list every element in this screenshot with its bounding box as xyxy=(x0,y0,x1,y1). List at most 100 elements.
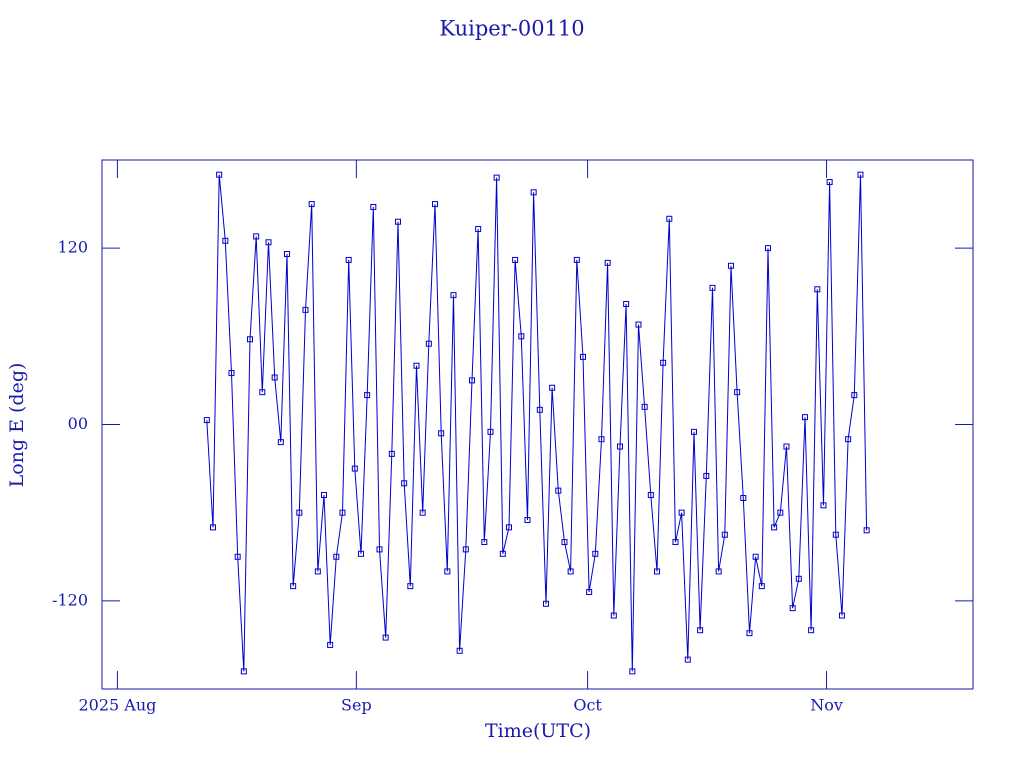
data-point xyxy=(845,436,852,443)
data-point xyxy=(820,502,827,509)
data-point xyxy=(789,605,796,612)
data-point xyxy=(265,239,272,246)
data-point xyxy=(567,568,574,575)
y-tick-label: -120 xyxy=(52,590,88,609)
data-point xyxy=(734,389,741,396)
data-point xyxy=(339,509,346,516)
data-point xyxy=(690,428,697,435)
data-point xyxy=(222,237,229,244)
data-point xyxy=(468,377,475,384)
data-point xyxy=(518,333,525,340)
x-tick-label: Sep xyxy=(341,696,372,715)
data-point xyxy=(653,568,660,575)
data-point xyxy=(271,374,278,381)
data-point xyxy=(419,509,426,516)
data-point xyxy=(629,668,636,675)
data-point xyxy=(697,627,704,634)
data-point xyxy=(672,539,679,546)
data-point xyxy=(666,215,673,222)
data-point xyxy=(302,306,309,313)
data-point xyxy=(604,259,611,266)
data-point xyxy=(610,612,617,619)
data-point xyxy=(512,256,519,263)
data-point xyxy=(246,336,253,343)
data-point xyxy=(647,492,654,499)
data-point xyxy=(203,417,210,424)
data-point xyxy=(444,568,451,575)
data-point xyxy=(431,201,438,208)
data-line xyxy=(206,174,868,672)
data-point xyxy=(703,472,710,479)
data-point xyxy=(536,406,543,413)
data-point xyxy=(456,647,463,654)
data-point xyxy=(320,492,327,499)
data-point xyxy=(228,370,235,377)
data-point xyxy=(475,226,482,233)
data-point xyxy=(259,389,266,396)
data-point xyxy=(678,509,685,516)
data-point xyxy=(505,524,512,531)
data-point xyxy=(715,568,722,575)
data-point xyxy=(740,494,747,501)
data-point xyxy=(764,245,771,252)
x-axis-label: Time(UTC) xyxy=(485,720,591,742)
data-point xyxy=(579,353,586,360)
y-tick-label: 120 xyxy=(57,238,88,257)
data-point xyxy=(216,171,223,178)
data-point xyxy=(616,443,623,450)
data-point xyxy=(407,583,414,590)
data-point xyxy=(586,589,593,596)
data-point xyxy=(777,509,784,516)
data-point xyxy=(370,204,377,211)
data-point xyxy=(376,546,383,553)
data-point xyxy=(394,218,401,225)
data-point xyxy=(826,179,833,186)
data-point xyxy=(573,256,580,263)
data-point xyxy=(253,233,260,240)
data-point xyxy=(592,550,599,557)
data-point xyxy=(758,583,765,590)
data-point xyxy=(808,627,815,634)
data-point xyxy=(721,531,728,538)
data-point xyxy=(709,284,716,291)
data-point xyxy=(801,414,808,421)
data-point xyxy=(425,340,432,347)
data-point xyxy=(283,251,290,258)
chart-title: Kuiper-00110 xyxy=(439,17,584,41)
data-point xyxy=(345,256,352,263)
data-point xyxy=(623,301,630,308)
data-point xyxy=(598,436,605,443)
data-point xyxy=(462,546,469,553)
data-point xyxy=(857,171,864,178)
data-point xyxy=(308,201,315,208)
data-point xyxy=(487,428,494,435)
data-point xyxy=(240,668,247,675)
y-axis-label: Long E (deg) xyxy=(6,363,28,488)
data-point xyxy=(333,553,340,560)
data-point xyxy=(542,600,549,607)
data-point xyxy=(635,321,642,328)
data-point xyxy=(549,384,556,391)
data-point xyxy=(351,465,358,472)
data-point xyxy=(413,362,420,369)
data-point xyxy=(327,641,334,648)
data-point xyxy=(795,575,802,582)
data-point xyxy=(234,553,241,560)
x-tick-label: 2025 Aug xyxy=(78,696,156,715)
data-point xyxy=(684,656,691,663)
data-point xyxy=(555,487,562,494)
x-tick-label: Nov xyxy=(810,696,843,715)
data-point xyxy=(357,550,364,557)
data-point xyxy=(771,524,778,531)
data-point xyxy=(481,539,488,546)
data-point xyxy=(388,450,395,457)
data-point xyxy=(499,550,506,557)
data-point xyxy=(727,262,734,269)
data-point xyxy=(752,553,759,560)
y-tick-label: 00 xyxy=(68,414,88,433)
data-point xyxy=(530,189,537,196)
data-point xyxy=(277,439,284,446)
data-point xyxy=(641,403,648,410)
